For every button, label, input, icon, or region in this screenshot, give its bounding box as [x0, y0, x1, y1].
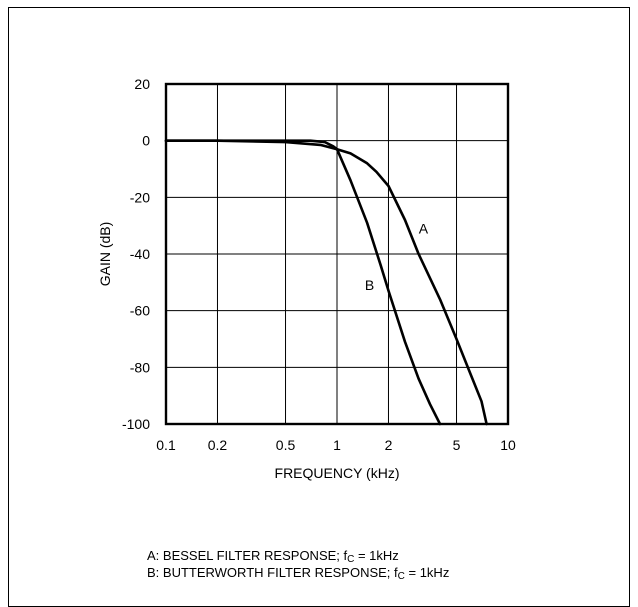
y-tick-label: 0	[142, 133, 150, 149]
note-butterworth: B: BUTTERWORTH FILTER RESPONSE; fC = 1kH…	[147, 564, 450, 582]
y-tick-label: -100	[122, 416, 150, 432]
x-tick-label: 0.1	[156, 437, 176, 453]
y-tick-label: -80	[130, 359, 150, 375]
y-axis-label: GAIN (dB)	[97, 222, 113, 287]
x-tick-labels: 0.1 0.2 0.5 1 2 5 10	[156, 437, 516, 453]
curve-annotations: AB	[365, 221, 429, 294]
y-tick-label: -60	[130, 303, 150, 319]
plot-area-border	[164, 82, 510, 426]
note-butterworth-suffix: = 1kHz	[404, 565, 450, 580]
x-tick-label: 0.5	[276, 437, 296, 453]
x-tick-label: 10	[500, 437, 516, 453]
curve-label-b: B	[365, 277, 374, 293]
note-bessel-suffix: = 1kHz	[354, 548, 399, 563]
x-axis-label: FREQUENCY (kHz)	[275, 465, 400, 481]
note-butterworth-prefix: B: BUTTERWORTH FILTER RESPONSE; f	[147, 565, 398, 580]
x-tick-label: 2	[385, 437, 393, 453]
legend-notes: A: BESSEL FILTER RESPONSE; fC = 1kHz B: …	[147, 547, 450, 582]
note-butterworth-subscript: C	[397, 571, 405, 582]
series-line-b	[164, 139, 442, 426]
series-line-a	[164, 139, 488, 426]
y-tick-labels: 20 0 -20 -40 -60 -80 -100	[122, 76, 150, 432]
note-bessel-subscript: C	[347, 554, 355, 565]
series-lines	[164, 139, 488, 426]
y-tick-label: 20	[134, 76, 150, 92]
x-tick-label: 5	[453, 437, 461, 453]
y-tick-label: -20	[130, 189, 150, 205]
note-bessel: A: BESSEL FILTER RESPONSE; fC = 1kHz	[147, 547, 449, 565]
curve-label-a: A	[419, 221, 429, 237]
y-tick-label: -40	[130, 246, 150, 262]
x-tick-label: 0.2	[208, 437, 228, 453]
note-bessel-prefix: A: BESSEL FILTER RESPONSE; f	[147, 548, 348, 563]
x-tick-label: 1	[333, 437, 341, 453]
grid-lines	[165, 83, 509, 425]
